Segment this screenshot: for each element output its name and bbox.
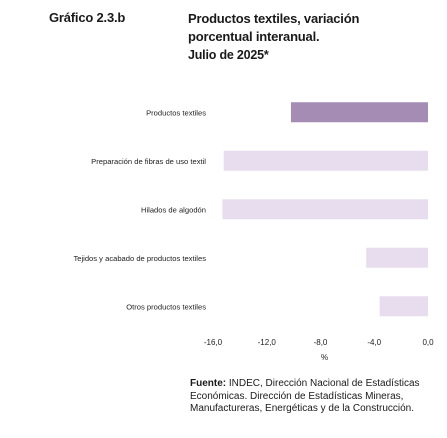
bar-1 bbox=[290, 102, 428, 123]
x-tick-label-3: -8,0 bbox=[314, 338, 328, 347]
category-label-5: Otros productos textiles bbox=[126, 302, 206, 311]
x-tick-label-2: -12,0 bbox=[258, 338, 277, 347]
x-axis-unit-label: % bbox=[321, 353, 328, 362]
category-label-3: Hilados de algodón bbox=[141, 205, 206, 214]
chart-title: Productos textiles, variación porcentual… bbox=[188, 10, 359, 64]
bar-4 bbox=[366, 247, 428, 268]
bar-5 bbox=[379, 296, 428, 317]
bar-2 bbox=[223, 150, 428, 171]
bar-3 bbox=[222, 199, 428, 220]
chart-date: Julio de 2025* bbox=[188, 48, 269, 62]
chart-title-line-2: porcentual interanual. bbox=[188, 29, 320, 44]
x-tick-label-5: 0,0 bbox=[422, 338, 434, 347]
chart-title-line-1: Productos textiles, variación bbox=[188, 11, 360, 26]
x-tick-label-4: -4,0 bbox=[367, 338, 381, 347]
category-label-2: Preparación de fibras de uso textil bbox=[91, 157, 206, 166]
x-tick-label-1: -16,0 bbox=[204, 338, 223, 347]
source-text: INDEC, Dirección Nacional de Estadística… bbox=[190, 378, 420, 414]
category-label-1: Productos textiles bbox=[146, 108, 206, 117]
category-label-4: Tejidos y acabado de productos textiles bbox=[73, 254, 206, 263]
source-label: Fuente: bbox=[190, 378, 227, 389]
source-note: Fuente: INDEC, Dirección Nacional de Est… bbox=[190, 378, 435, 416]
figure-number: Gráfico 2.3.b bbox=[49, 10, 126, 25]
bar-chart: Productos textiles Preparación de fibras … bbox=[73, 102, 434, 362]
